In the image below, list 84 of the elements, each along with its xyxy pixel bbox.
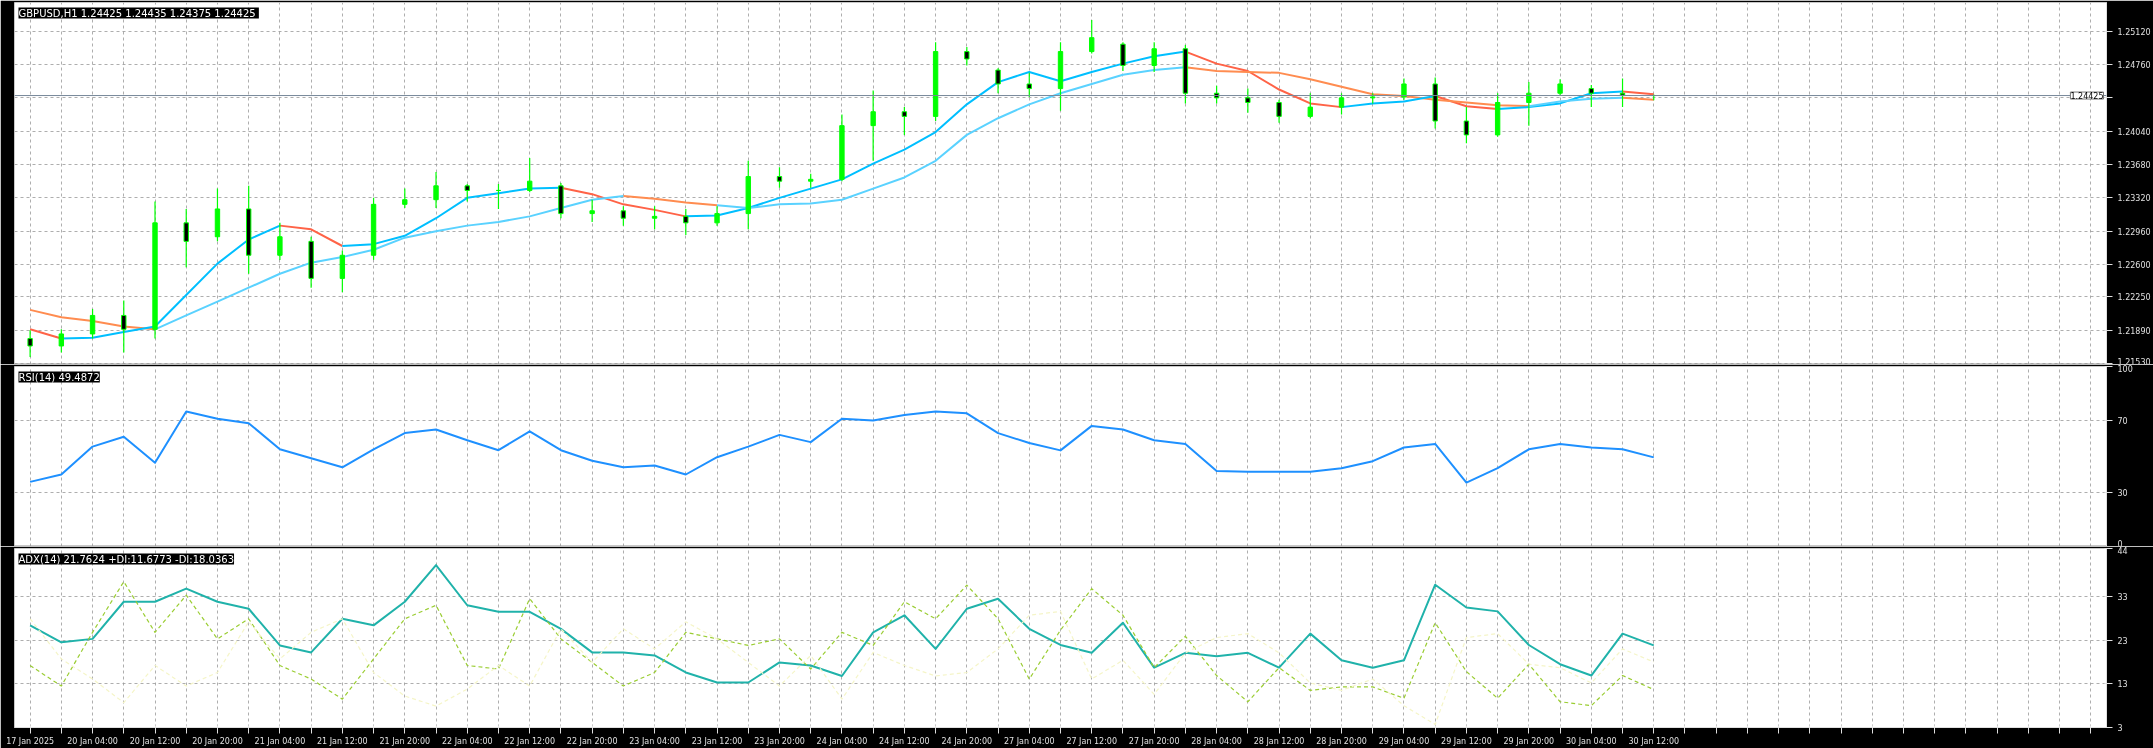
- candlestick: [776, 166, 783, 189]
- ref-line-label: 1.24425: [2070, 92, 2104, 102]
- candlestick: [1338, 92, 1345, 116]
- candlestick: [1588, 84, 1594, 108]
- y-tick-label: 44: [2117, 546, 2128, 556]
- y-tick-label: 1.22250: [2117, 293, 2151, 303]
- y-tick-label: 1.22600: [2117, 261, 2151, 271]
- x-tick-label: 20 Jan 04:00: [67, 736, 118, 746]
- x-tick-label: 20 Jan 20:00: [192, 736, 243, 746]
- candlestick: [402, 187, 408, 209]
- candlestick: [1089, 19, 1095, 55]
- text: RSI(14) 49.4872: [18, 371, 100, 383]
- y-tick-label: 100: [2117, 364, 2133, 374]
- y-tick-label: 1.22960: [2117, 227, 2151, 237]
- x-tick-label: 23 Jan 04:00: [629, 736, 680, 746]
- x-tick-label: 23 Jan 20:00: [754, 736, 805, 746]
- line-series: [29, 610, 1655, 726]
- candlestick: [527, 157, 533, 193]
- x-tick-label: 20 Jan 12:00: [129, 736, 181, 746]
- x-tick-label: 22 Jan 12:00: [504, 736, 556, 746]
- x-tick-label: 30 Jan 12:00: [1628, 736, 1680, 746]
- x-tick-label: 21 Jan 12:00: [317, 736, 368, 746]
- candlestick: [433, 171, 439, 209]
- x-tick-label: 22 Jan 04:00: [441, 736, 493, 746]
- line-series: [29, 564, 1655, 684]
- y-tick-label: 1.24760: [2117, 61, 2151, 71]
- y-tick-label: 3: [2117, 724, 2123, 733]
- candlestick: [683, 208, 689, 236]
- x-tick-label: 23 Jan 12:00: [691, 736, 743, 746]
- x-tick-label: 29 Jan 20:00: [1503, 736, 1555, 746]
- y-tick-label: 1.23680: [2117, 161, 2151, 171]
- x-tick-label: 21 Jan 20:00: [379, 736, 431, 746]
- candlestick: [183, 208, 189, 268]
- candlestick: [277, 222, 283, 261]
- text: ADX(14) 21.7624 +DI:11.6773 -DI:18.0363: [18, 553, 235, 565]
- candlestick: [870, 89, 876, 162]
- x-tick-label: 27 Jan 04:00: [1003, 736, 1055, 746]
- x-tick-label: 21 Jan 04:00: [254, 736, 306, 746]
- candlestick: [27, 329, 33, 358]
- x-tick-label: 28 Jan 20:00: [1316, 736, 1367, 746]
- y-tick-label: 1.23320: [2117, 194, 2151, 204]
- x-tick-label: 28 Jan 04:00: [1191, 736, 1242, 746]
- x-tick-label: 24 Jan 20:00: [941, 736, 993, 746]
- candlestick: [1120, 41, 1126, 72]
- x-tick-label: 27 Jan 12:00: [1066, 736, 1118, 746]
- candlestick: [1401, 77, 1407, 101]
- x-tick-label: 27 Jan 20:00: [1128, 736, 1180, 746]
- x-tick-label: 30 Jan 04:00: [1565, 736, 1617, 746]
- x-tick-label: 28 Jan 12:00: [1253, 736, 1305, 746]
- x-tick-label: 24 Jan 12:00: [879, 736, 930, 746]
- y-tick-label: 1.21890: [2117, 326, 2151, 336]
- candlestick: [901, 106, 908, 136]
- candlestick: [714, 205, 720, 227]
- candlestick: [1526, 81, 1532, 127]
- y-tick-label: 23: [2117, 636, 2128, 646]
- candlestick: [995, 67, 1001, 94]
- line-series: [29, 410, 1655, 484]
- candlestick: [964, 46, 970, 67]
- y-tick-label: 30: [2117, 489, 2128, 498]
- candlestick: [89, 308, 96, 340]
- candlestick: [1151, 41, 1157, 73]
- text: GBPUSD,H1 1.24425 1.24435 1.24375 1.24425: [18, 7, 256, 19]
- x-tick-label: 22 Jan 20:00: [566, 736, 618, 746]
- x-tick-label: 17 Jan 2025: [6, 736, 55, 746]
- candlestick: [1026, 72, 1032, 98]
- y-tick-label: 1.25120: [2117, 27, 2151, 37]
- y-tick-label: 1.24040: [2117, 127, 2151, 137]
- candlestick: [589, 199, 595, 223]
- x-tick-label: 29 Jan 04:00: [1378, 736, 1430, 746]
- candlestick: [1463, 106, 1470, 144]
- candlestick: [58, 328, 65, 354]
- y-tick-label: 70: [2117, 417, 2128, 426]
- candlestick: [1276, 99, 1282, 124]
- candlestick: [1307, 92, 1313, 119]
- candlestick: [339, 250, 346, 293]
- candlestick: [651, 205, 658, 230]
- x-tick-label: 29 Jan 12:00: [1441, 736, 1492, 746]
- y-tick-label: 33: [2117, 593, 2128, 603]
- x-tick-label: 24 Jan 04:00: [816, 736, 868, 746]
- candlestick: [1245, 88, 1251, 114]
- y-tick-label: 0: [2117, 539, 2123, 549]
- candlestick: [620, 205, 627, 227]
- candlestick: [121, 300, 127, 354]
- y-tick-label: 13: [2117, 680, 2128, 690]
